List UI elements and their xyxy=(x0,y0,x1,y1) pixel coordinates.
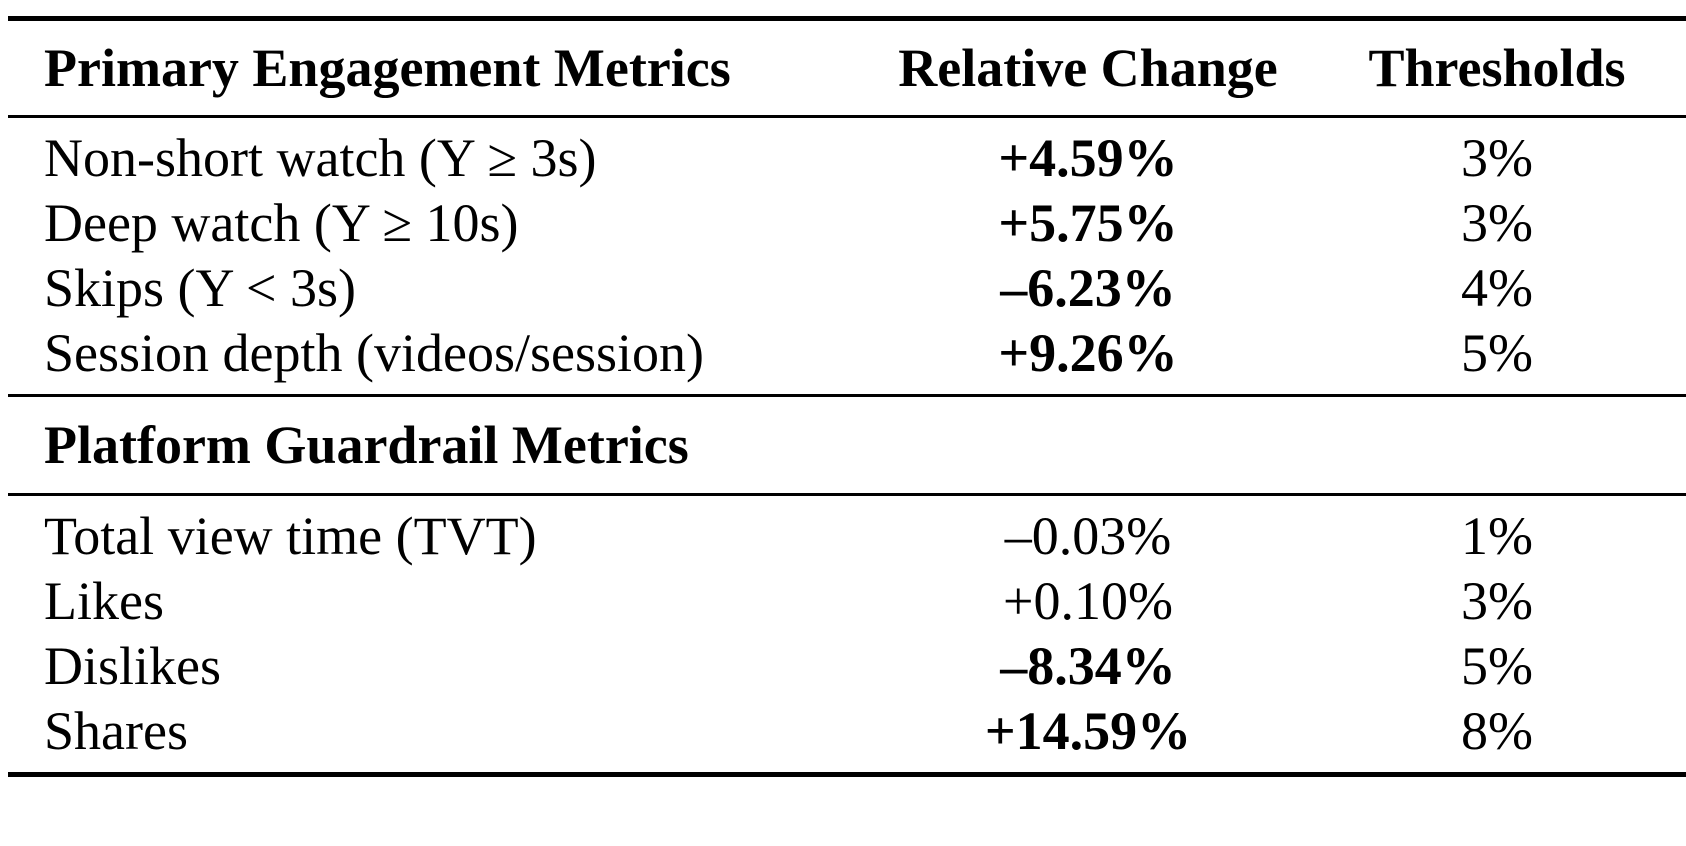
threshold-value: 4% xyxy=(1461,258,1533,318)
metric-label: Deep watch (Y ≥ 10s) xyxy=(44,193,519,253)
header-threshold: Thresholds xyxy=(1368,37,1626,98)
section-rule xyxy=(8,394,1686,397)
bottom-rule xyxy=(8,772,1686,777)
relative-change: +9.26% xyxy=(998,323,1178,383)
threshold-value: 3% xyxy=(1461,571,1533,631)
metrics-table: Primary Engagement Metrics Relative Chan… xyxy=(8,16,1686,801)
guardrail-section-title: Platform Guardrail Metrics xyxy=(44,414,689,475)
table-row: Deep watch (Y ≥ 10s) +5.75% 3% xyxy=(8,191,1686,256)
table-header-row: Primary Engagement Metrics Relative Chan… xyxy=(8,21,1686,115)
metric-label: Likes xyxy=(44,571,164,631)
header-rule xyxy=(8,115,1686,118)
metric-label: Skips (Y < 3s) xyxy=(44,258,356,318)
table-row: Session depth (videos/session) +9.26% 5% xyxy=(8,321,1686,386)
primary-metrics-block: Non-short watch (Y ≥ 3s) +4.59% 3% Deep … xyxy=(8,118,1686,394)
relative-change: +5.75% xyxy=(998,193,1178,253)
table-row: Likes +0.10% 3% xyxy=(8,569,1686,634)
threshold-value: 5% xyxy=(1461,636,1533,696)
relative-change: –6.23% xyxy=(1000,258,1176,318)
metric-label: Session depth (videos/session) xyxy=(44,323,704,383)
threshold-value: 3% xyxy=(1461,128,1533,188)
relative-change: –0.03% xyxy=(1004,506,1172,566)
table-row: Shares +14.59% 8% xyxy=(8,699,1686,764)
table-row: Non-short watch (Y ≥ 3s) +4.59% 3% xyxy=(8,126,1686,191)
guardrail-section-title-row: Platform Guardrail Metrics xyxy=(8,397,1686,493)
metric-label: Non-short watch (Y ≥ 3s) xyxy=(44,128,597,188)
relative-change: –8.34% xyxy=(1000,636,1176,696)
header-metric: Primary Engagement Metrics xyxy=(44,37,731,98)
guardrail-metrics-block: Total view time (TVT) –0.03% 1% Likes +0… xyxy=(8,496,1686,772)
header-change: Relative Change xyxy=(898,37,1278,98)
table-row: Skips (Y < 3s) –6.23% 4% xyxy=(8,256,1686,321)
threshold-value: 3% xyxy=(1461,193,1533,253)
table-row: Dislikes –8.34% 5% xyxy=(8,634,1686,699)
relative-change: +14.59% xyxy=(984,701,1192,761)
bottom-space xyxy=(8,777,1686,801)
metric-label: Dislikes xyxy=(44,636,222,696)
metric-label: Shares xyxy=(44,701,188,761)
table-row: Total view time (TVT) –0.03% 1% xyxy=(8,504,1686,569)
metric-label: Total view time (TVT) xyxy=(44,506,537,566)
top-rule xyxy=(8,16,1686,21)
threshold-value: 8% xyxy=(1461,701,1533,761)
relative-change: +4.59% xyxy=(998,128,1178,188)
guardrail-rule xyxy=(8,493,1686,496)
threshold-value: 1% xyxy=(1461,506,1533,566)
relative-change: +0.10% xyxy=(1003,571,1173,631)
threshold-value: 5% xyxy=(1461,323,1533,383)
